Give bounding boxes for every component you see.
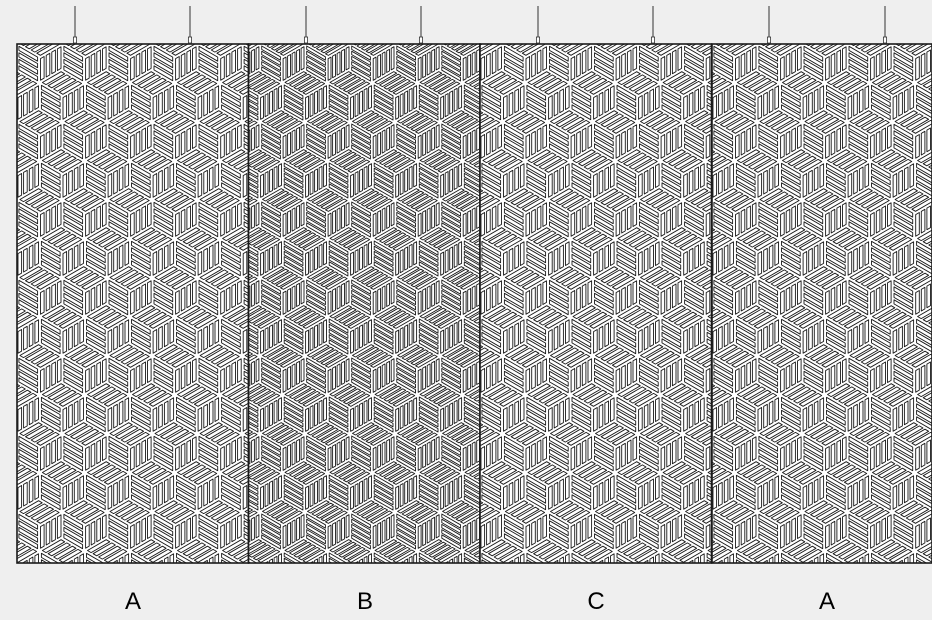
panel-label-2: B <box>356 588 373 615</box>
cable-clamp-icon <box>536 36 541 44</box>
panel-label-3: C <box>587 588 605 615</box>
panel-label-4: A <box>818 588 835 615</box>
cable-clamp-icon <box>73 36 78 44</box>
cable-clamp-icon <box>883 36 888 44</box>
panel-2 <box>247 6 481 564</box>
cable-clamp-icon <box>418 36 423 44</box>
cable-clamp-icon <box>303 36 308 44</box>
perforation-pattern <box>248 44 480 563</box>
panel-label-1: A <box>124 588 141 615</box>
cable-clamp-icon <box>651 36 656 44</box>
perforation-pattern <box>17 44 249 563</box>
perforation-pattern <box>480 44 712 563</box>
panel-frame <box>711 43 932 564</box>
panel-4 <box>711 6 932 564</box>
cable-clamp-icon <box>767 36 772 44</box>
cable-clamp-icon <box>187 36 192 44</box>
panel-1 <box>16 6 250 564</box>
perforation-pattern <box>712 44 932 563</box>
